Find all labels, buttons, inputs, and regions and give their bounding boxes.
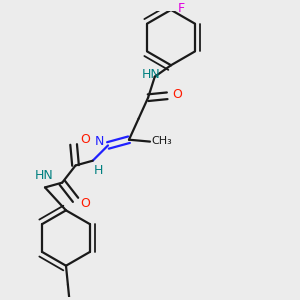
Text: O: O xyxy=(172,88,182,101)
Text: HN: HN xyxy=(142,68,160,81)
Text: HN: HN xyxy=(35,169,53,182)
Text: O: O xyxy=(80,133,90,146)
Text: H: H xyxy=(94,164,103,177)
Text: O: O xyxy=(80,197,90,210)
Text: F: F xyxy=(178,2,185,15)
Text: N: N xyxy=(95,135,104,148)
Text: CH₃: CH₃ xyxy=(151,136,172,146)
